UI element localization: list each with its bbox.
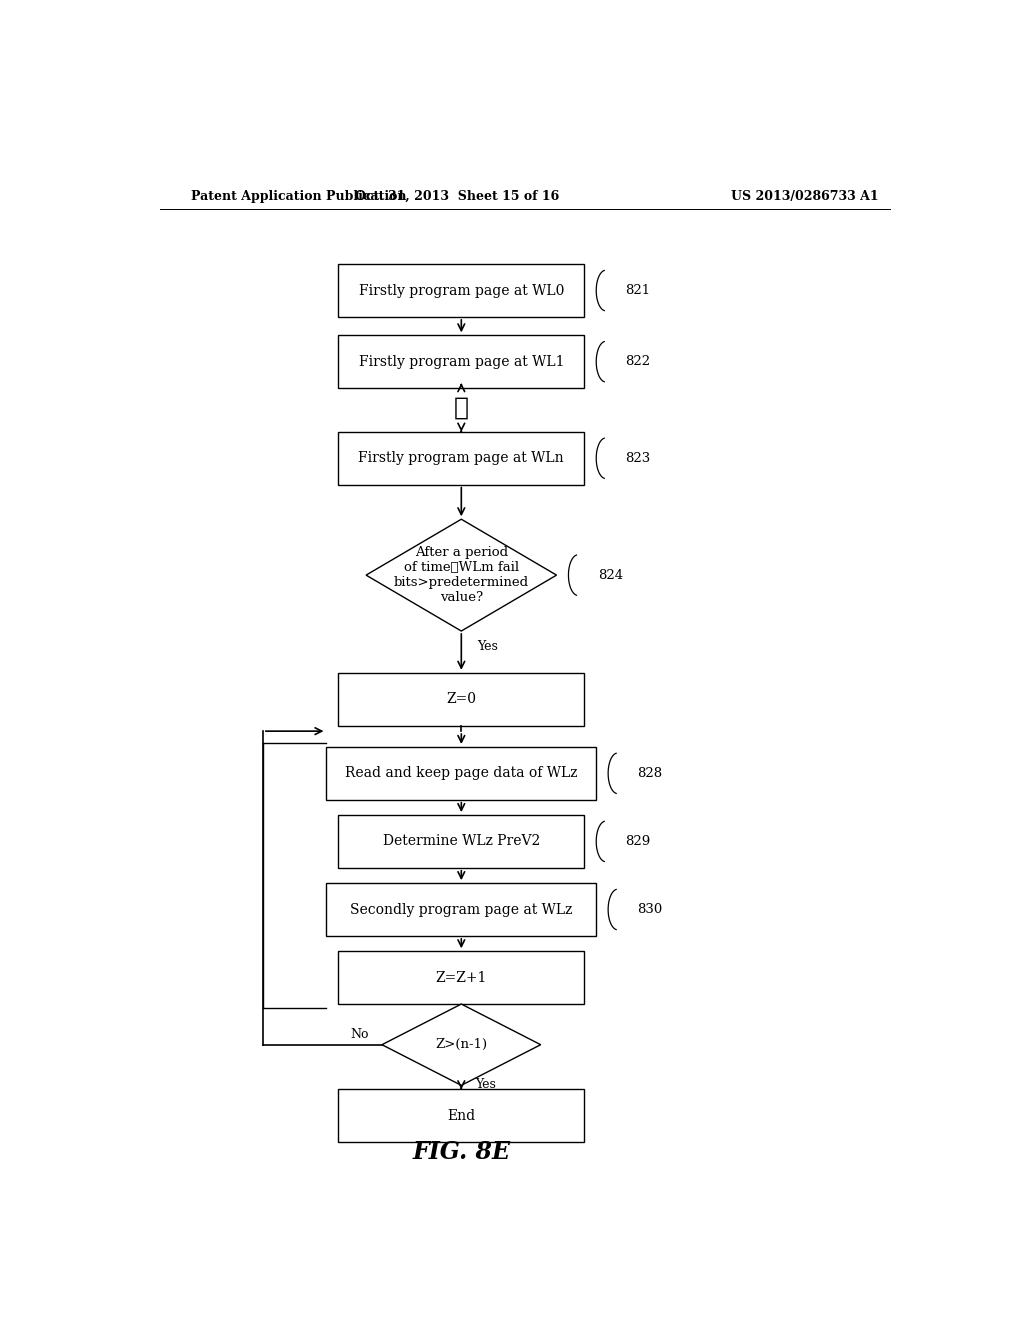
Text: Yes: Yes (477, 640, 498, 653)
Bar (338, 814, 585, 867)
Text: Oct. 31, 2013  Sheet 15 of 16: Oct. 31, 2013 Sheet 15 of 16 (355, 190, 559, 202)
Bar (338, 1089, 585, 1142)
Text: Z=Z+1: Z=Z+1 (435, 970, 487, 985)
Text: Patent Application Publication: Patent Application Publication (191, 190, 407, 202)
Text: 823: 823 (626, 451, 651, 465)
Text: Read and keep page data of WLz: Read and keep page data of WLz (345, 767, 578, 780)
Text: 829: 829 (626, 836, 651, 847)
Polygon shape (367, 519, 557, 631)
Text: ⋮: ⋮ (454, 397, 469, 420)
Bar (338, 432, 585, 484)
Text: After a period
of time、WLm fail
bits>predetermined
value?: After a period of time、WLm fail bits>pre… (394, 546, 528, 605)
Polygon shape (382, 1005, 541, 1085)
Text: US 2013/0286733 A1: US 2013/0286733 A1 (731, 190, 879, 202)
Bar (338, 673, 585, 726)
Text: Determine WLz PreV2: Determine WLz PreV2 (383, 834, 540, 849)
Bar (327, 747, 596, 800)
Text: Firstly program page at WLn: Firstly program page at WLn (358, 451, 564, 465)
Text: Firstly program page at WL0: Firstly program page at WL0 (358, 284, 564, 297)
Text: 822: 822 (626, 355, 650, 368)
Text: Z>(n-1): Z>(n-1) (435, 1039, 487, 1051)
Bar (338, 952, 585, 1005)
Text: Z=0: Z=0 (446, 692, 476, 706)
Text: FIG. 8E: FIG. 8E (413, 1140, 510, 1164)
Text: No: No (350, 1028, 369, 1041)
Bar (338, 335, 585, 388)
Text: Yes: Yes (475, 1078, 497, 1090)
Bar (327, 883, 596, 936)
Text: 824: 824 (598, 569, 623, 582)
Bar (338, 264, 585, 317)
Text: 821: 821 (626, 284, 650, 297)
Text: 828: 828 (638, 767, 663, 780)
Text: Secondly program page at WLz: Secondly program page at WLz (350, 903, 572, 916)
Text: 830: 830 (638, 903, 663, 916)
Text: End: End (447, 1109, 475, 1123)
Text: Firstly program page at WL1: Firstly program page at WL1 (358, 355, 564, 368)
